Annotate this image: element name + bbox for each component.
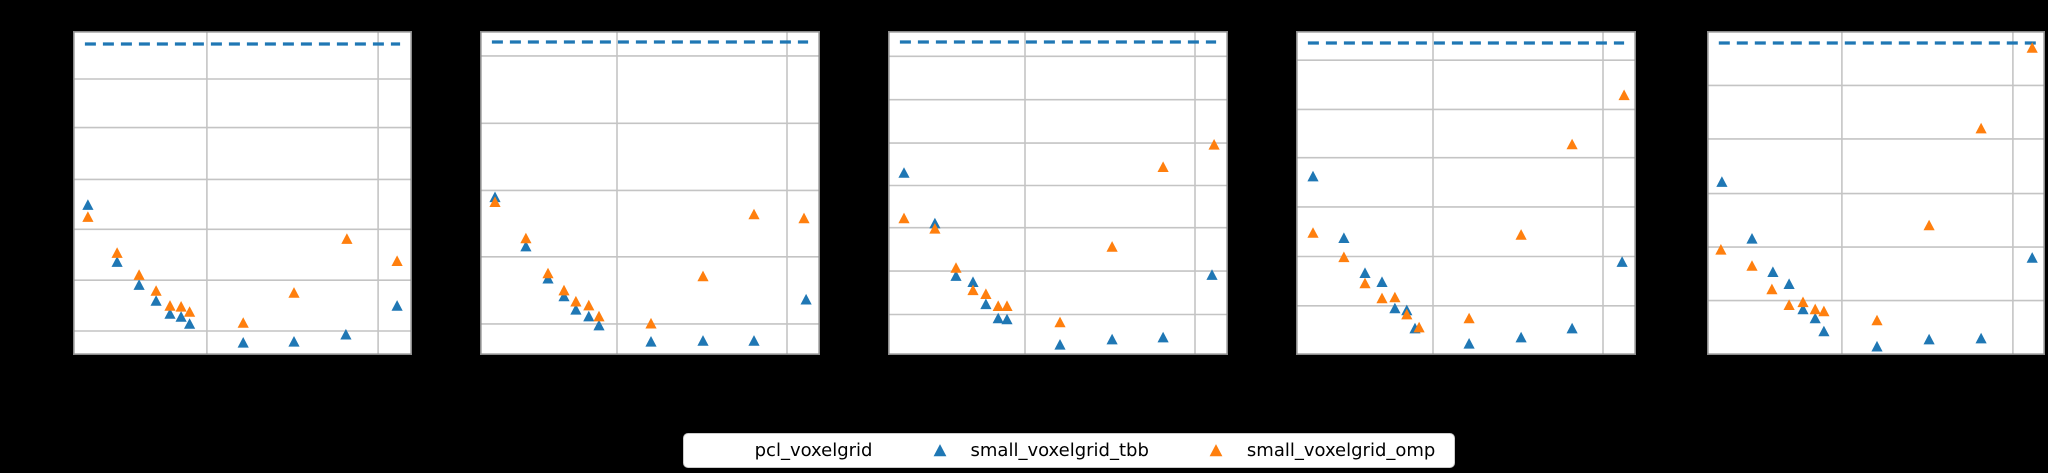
subplot-4 (1296, 31, 1636, 355)
legend-item-pcl-voxelgrid: pcl_voxelgrid (703, 439, 873, 461)
legend: pcl_voxelgrid small_voxelgrid_tbb small_… (683, 433, 1455, 468)
legend-item-small-voxelgrid-tbb: small_voxelgrid_tbb (919, 439, 1149, 461)
legend-label: small_voxelgrid_tbb (970, 439, 1149, 461)
triangle-marker-icon (1195, 442, 1237, 460)
blank-legend-handle (703, 442, 745, 460)
legend-item-small-voxelgrid-omp: small_voxelgrid_omp (1195, 439, 1436, 461)
legend-label: pcl_voxelgrid (754, 439, 873, 461)
subplot-3 (888, 31, 1228, 355)
legend-label: small_voxelgrid_omp (1246, 439, 1436, 461)
subplot-1 (73, 31, 412, 355)
subplot-5 (1707, 31, 2045, 355)
subplot-2 (480, 31, 820, 355)
triangle-marker-icon (919, 442, 961, 460)
